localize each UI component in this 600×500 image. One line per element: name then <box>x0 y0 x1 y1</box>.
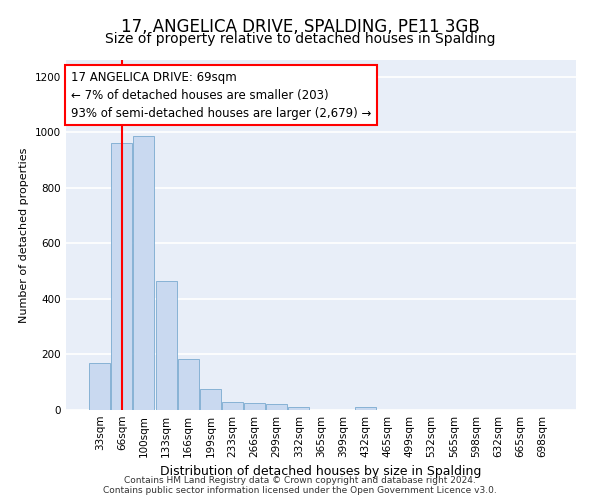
Y-axis label: Number of detached properties: Number of detached properties <box>19 148 29 322</box>
Text: Size of property relative to detached houses in Spalding: Size of property relative to detached ho… <box>105 32 495 46</box>
Bar <box>222 402 243 410</box>
Bar <box>289 406 310 410</box>
Text: 17 ANGELICA DRIVE: 69sqm
← 7% of detached houses are smaller (203)
93% of semi-d: 17 ANGELICA DRIVE: 69sqm ← 7% of detache… <box>71 70 371 120</box>
Bar <box>178 358 199 410</box>
Bar <box>200 389 221 410</box>
Bar <box>355 406 376 410</box>
Text: Contains HM Land Registry data © Crown copyright and database right 2024.
Contai: Contains HM Land Registry data © Crown c… <box>103 476 497 495</box>
Bar <box>89 363 110 410</box>
Text: 17, ANGELICA DRIVE, SPALDING, PE11 3GB: 17, ANGELICA DRIVE, SPALDING, PE11 3GB <box>121 18 479 36</box>
X-axis label: Distribution of detached houses by size in Spalding: Distribution of detached houses by size … <box>160 466 482 478</box>
Bar <box>266 404 287 410</box>
Bar <box>133 136 154 410</box>
Bar <box>155 281 176 410</box>
Bar <box>244 403 265 410</box>
Bar <box>112 144 133 410</box>
